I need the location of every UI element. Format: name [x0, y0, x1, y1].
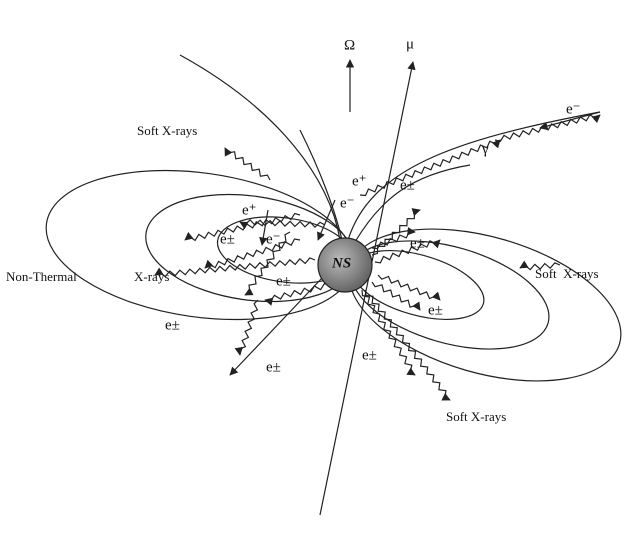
arrow [317, 199, 336, 241]
arrow [259, 209, 269, 246]
labels: Ω μ e⁻ γ Soft X-rays e⁺ e⁻ e± e⁺ e± e⁻ e… [6, 36, 599, 424]
photon [244, 231, 291, 296]
label: e± [165, 317, 180, 333]
field-loop [348, 228, 622, 382]
arrow [229, 277, 323, 376]
label: e± [410, 235, 425, 251]
magnetic-axis [319, 61, 416, 516]
photon [377, 274, 441, 301]
label: Non-Thermal [6, 269, 77, 284]
label: e± [362, 347, 377, 363]
photon [364, 289, 451, 401]
label: e⁺ [242, 202, 257, 218]
label: e⁻ [266, 231, 281, 247]
label: Soft X-rays [137, 123, 197, 138]
label: γ [481, 141, 489, 157]
photon [371, 227, 416, 250]
label: e± [428, 302, 443, 318]
photon [361, 289, 416, 376]
label: e⁻ [340, 195, 355, 211]
label: e⁺ [352, 173, 367, 189]
label: X-rays [134, 269, 169, 284]
photon [494, 113, 601, 142]
photon [374, 239, 441, 264]
field-line [354, 164, 471, 243]
label: μ [406, 36, 414, 52]
field-line [347, 111, 601, 241]
photon [204, 238, 301, 269]
photon [371, 281, 421, 311]
photon [224, 147, 271, 181]
photon [264, 283, 331, 306]
photon [239, 219, 326, 230]
photon [359, 139, 501, 197]
photon [519, 260, 561, 271]
label: e± [276, 273, 291, 289]
photon [154, 257, 316, 278]
label: e± [220, 231, 235, 247]
label: Soft X-rays [446, 409, 506, 424]
label: e± [400, 177, 415, 193]
label: Ω [344, 37, 355, 53]
label: e⁻ [566, 101, 581, 117]
label: Soft X-rays [535, 266, 599, 281]
field-loop [45, 169, 355, 321]
neutron-star [317, 237, 373, 293]
field-line [179, 54, 341, 241]
label: e± [266, 359, 281, 375]
label: NS [331, 255, 351, 271]
photon [234, 299, 259, 356]
